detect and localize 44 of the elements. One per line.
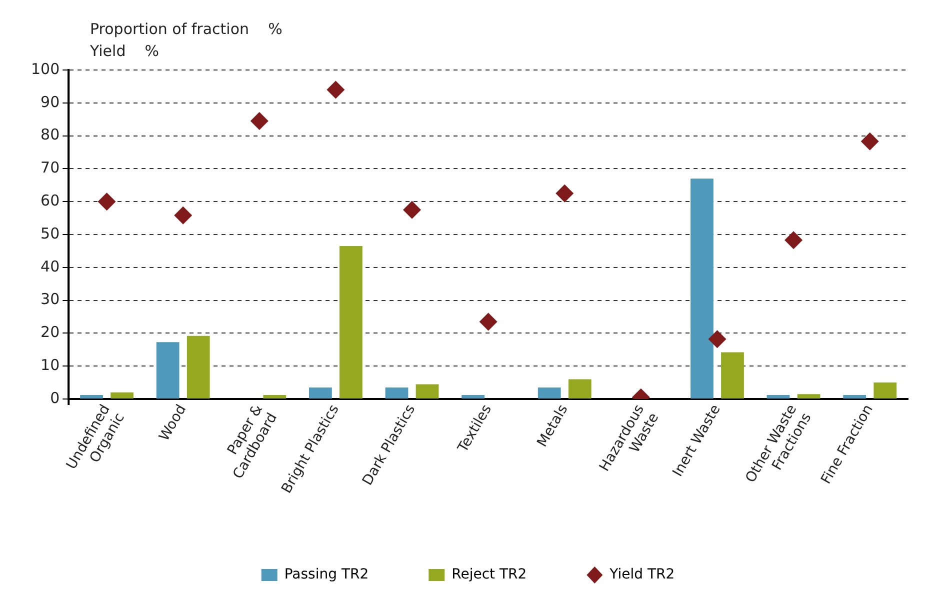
y-tick-label: 100 [30, 60, 60, 78]
point [403, 200, 422, 219]
legend-label: Yield TR2 [608, 566, 675, 583]
bar [721, 352, 744, 399]
legend-label: Passing TR2 [284, 566, 369, 583]
y-tick-label: 80 [40, 126, 60, 144]
y-tick-label: 50 [40, 224, 60, 242]
bar [263, 395, 286, 399]
bar [797, 394, 820, 399]
y-tick-label: 40 [40, 257, 60, 276]
bar [156, 342, 180, 399]
bar [186, 336, 210, 399]
point [479, 312, 498, 331]
point [326, 80, 345, 99]
bar [538, 387, 561, 399]
bar [308, 387, 332, 399]
bar [110, 392, 134, 399]
bar [462, 395, 484, 399]
y-tick-label: 20 [40, 323, 60, 342]
legend-label: Reject TR2 [452, 566, 527, 583]
point [784, 231, 803, 250]
point [174, 206, 192, 224]
bar [340, 246, 362, 399]
point [250, 112, 268, 130]
bar [80, 395, 103, 399]
point [708, 330, 726, 348]
bar [766, 395, 790, 399]
bar [416, 384, 439, 399]
bar [568, 379, 592, 399]
y-axis-title: Proportion of fraction % [90, 19, 282, 40]
bar [874, 382, 897, 399]
point [556, 184, 574, 202]
y-tick-label: 10 [40, 356, 60, 374]
y-tick-label: 90 [40, 92, 60, 111]
y-tick-label: 60 [40, 191, 60, 210]
bar [690, 178, 714, 399]
y-tick-label: 30 [40, 290, 60, 308]
point [98, 192, 116, 211]
bar [385, 387, 408, 399]
bar [843, 395, 866, 399]
point [860, 132, 879, 150]
text: Yield % [90, 41, 160, 62]
y-tick-label: 0 [50, 388, 60, 407]
y-tick-label: 70 [40, 158, 60, 177]
